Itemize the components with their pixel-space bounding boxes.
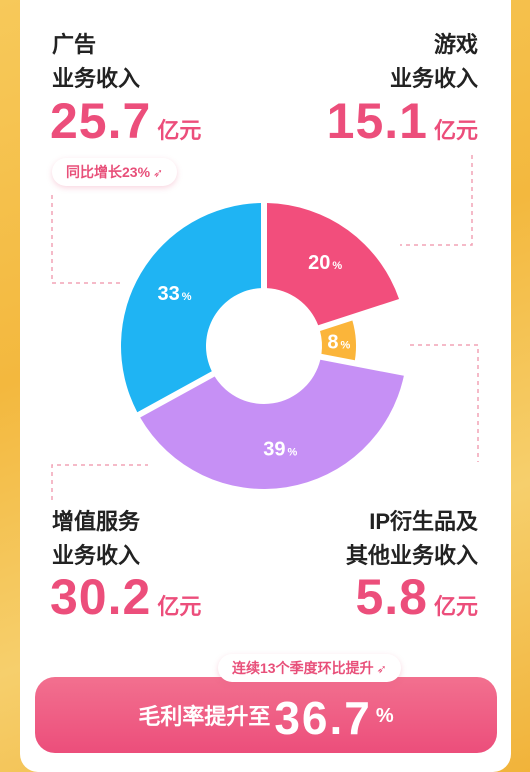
gross-margin-text: 毛利率提升至36.7% — [35, 691, 497, 745]
games-label-line1: 游戏 — [433, 32, 478, 57]
slice-label-vas: 39% — [263, 439, 297, 461]
growth-arrow-icon: ➶ — [376, 662, 387, 676]
slice-ads — [120, 203, 262, 413]
leader-line-games — [400, 155, 473, 246]
ads-label-line2: 业务收入 — [52, 66, 141, 91]
margin-streak-badge: 连续13个季度环比提升 ➶ — [218, 654, 401, 682]
games-label: 游戏 业务收入 — [390, 28, 478, 96]
ads-growth-badge: 同比增长23% ➶ — [52, 158, 178, 186]
gross-margin-unit: % — [375, 705, 394, 727]
vas-amount-value: 30.2 — [50, 569, 152, 625]
vas-label: 增值服务 业务收入 — [52, 505, 140, 573]
leader-lines — [51, 155, 479, 500]
slice-label-ads: 33% — [157, 283, 191, 305]
ip-label: IP衍生品及 其他业务收入 — [346, 505, 478, 573]
donut-slice-labels: 20 % 8 % 39 % 33% — [157, 252, 350, 461]
ads-label: 广告 业务收入 — [52, 28, 140, 96]
ads-amount-value: 25.7 — [50, 93, 152, 149]
slice-vas — [140, 359, 404, 489]
slice-games — [266, 203, 400, 326]
slice-ip — [320, 320, 356, 361]
games-amount: 15.1 亿元 — [327, 92, 478, 150]
vas-amount: 30.2 亿元 — [50, 568, 201, 626]
leader-line-ads — [51, 195, 120, 284]
games-amount-unit: 亿元 — [433, 118, 478, 143]
vas-amount-unit: 亿元 — [157, 594, 202, 619]
margin-streak-text: 连续13个季度环比提升 — [232, 660, 374, 676]
gross-margin-value: 36.7 — [274, 692, 372, 744]
infographic-card — [20, 0, 511, 772]
slice-label-ip: 8% — [327, 331, 350, 353]
ads-label-line1: 广告 — [52, 32, 97, 57]
ip-amount: 5.8 亿元 — [355, 568, 478, 626]
ip-amount-value: 5.8 — [355, 569, 428, 625]
ads-growth-text: 同比增长23% — [66, 164, 151, 180]
vas-label-line1: 增值服务 — [52, 509, 141, 534]
ip-label-line1: IP衍生品及 — [369, 509, 478, 534]
slice-label-games: 20% — [308, 252, 342, 274]
ads-amount: 25.7 亿元 — [50, 92, 201, 150]
games-amount-value: 15.1 — [326, 93, 428, 149]
gross-margin-banner: 毛利率提升至36.7% — [35, 677, 497, 753]
leader-line-vas — [51, 464, 148, 500]
ip-label-line2: 其他业务收入 — [345, 543, 478, 568]
games-label-line2: 业务收入 — [389, 66, 478, 91]
growth-arrow-icon: ➶ — [153, 166, 164, 180]
leader-line-ip — [410, 344, 479, 462]
vas-label-line2: 业务收入 — [52, 543, 141, 568]
gross-margin-label: 毛利率提升至 — [138, 704, 271, 729]
ads-amount-unit: 亿元 — [157, 118, 202, 143]
donut-slices — [120, 203, 404, 489]
ip-amount-unit: 亿元 — [433, 594, 478, 619]
